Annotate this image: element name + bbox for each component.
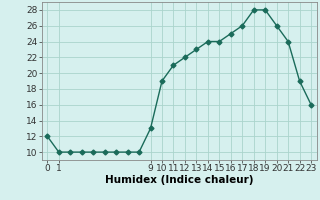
X-axis label: Humidex (Indice chaleur): Humidex (Indice chaleur) [105, 175, 253, 185]
